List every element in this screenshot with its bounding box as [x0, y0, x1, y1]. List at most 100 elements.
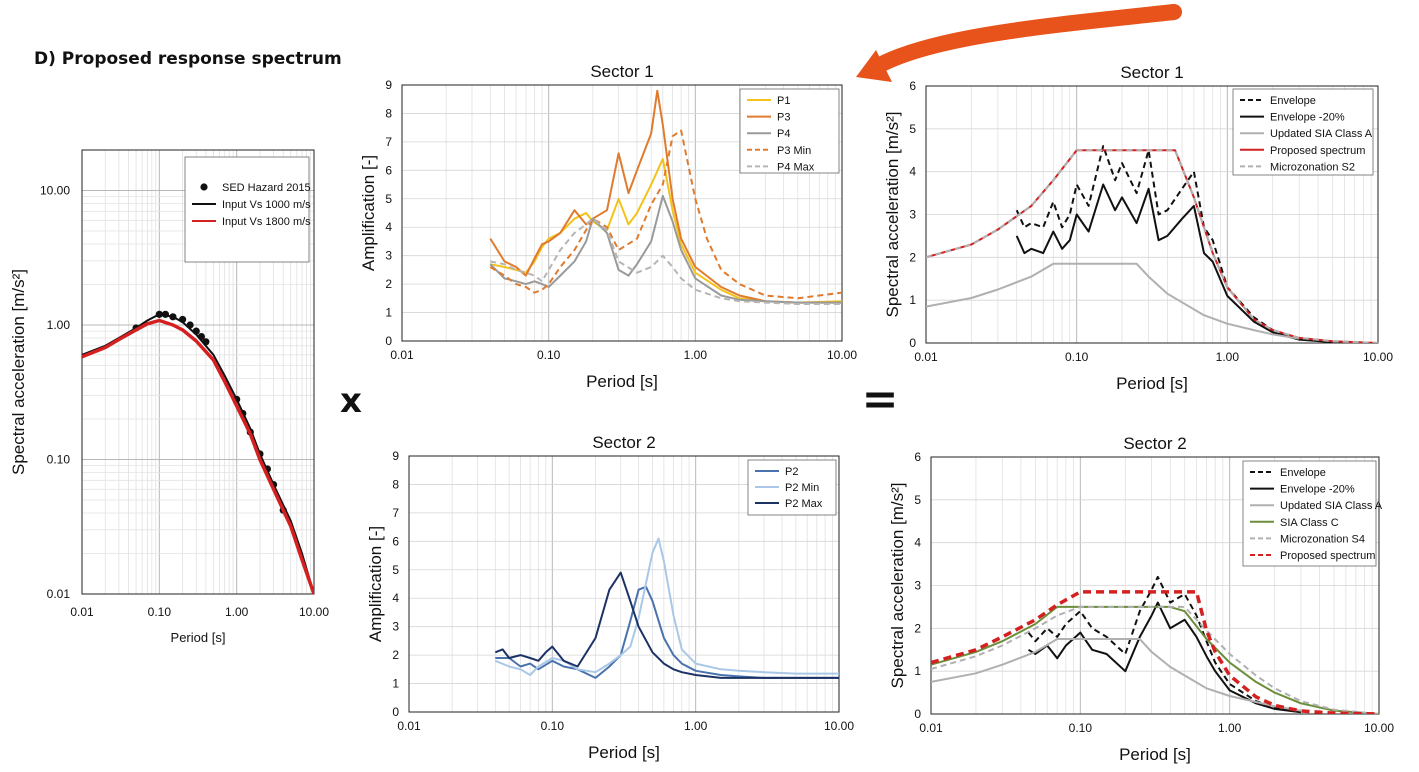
- x-ticks: 0.01 0.10 1.00 10.00: [390, 348, 857, 362]
- y-tick-label: 2: [909, 250, 916, 264]
- y-tick-label: 8: [385, 106, 392, 120]
- legend-label: P2 Min: [785, 482, 819, 494]
- x-tick-label: 10.00: [827, 348, 857, 362]
- x-tick-label: 1.00: [1216, 350, 1240, 364]
- y-tick-label: 4: [914, 536, 921, 550]
- x-tick-label: 1.00: [225, 605, 249, 619]
- y-axis-label: Spectral acceleration [m/s²]: [883, 112, 902, 318]
- y-tick-label: 5: [385, 192, 392, 206]
- legend-label: Updated SIA Class A: [1280, 500, 1383, 512]
- y-tick-label: 0: [914, 707, 921, 721]
- x-tick-label: 10.00: [1363, 350, 1393, 364]
- y-tick-label: 1: [914, 664, 921, 678]
- x-tick-label: 0.10: [541, 719, 565, 733]
- y-tick-label: 2: [914, 621, 921, 635]
- x-axis-label: Period [s]: [588, 743, 660, 762]
- flow-arrow: [856, 4, 1182, 82]
- legend: SED Hazard 2015 Input Vs 1000 m/s Input Vs…: [184, 156, 311, 263]
- y-axis-label: Spectral acceleration [m/s²]: [888, 483, 907, 689]
- x-axis-label: Period [s]: [586, 372, 658, 391]
- series-line: [82, 313, 314, 594]
- y-axis-label: Amplification [-]: [359, 155, 378, 271]
- y-tick-label: 5: [914, 493, 921, 507]
- series-hazard: [82, 310, 314, 594]
- series-line: [490, 158, 842, 304]
- x-ticks: 0.01 0.10 1.00 10.00: [70, 605, 329, 619]
- y-tick-label: 4: [909, 165, 916, 179]
- x-tick-label: 10.00: [299, 605, 329, 619]
- x-tick-label: 0.10: [537, 348, 561, 362]
- legend-label: Proposed spectrum: [1270, 145, 1365, 157]
- y-tick-label: 1: [385, 306, 392, 320]
- grid-hazard: [81, 149, 314, 595]
- charts: 0.01 0.10 1.00 10.00 0.01 0.10 1.00 10.00 Period…: [9, 62, 1394, 764]
- x-tick-label: 1.00: [684, 719, 708, 733]
- y-tick-label: 4: [392, 591, 399, 605]
- y-tick-label: 3: [914, 579, 921, 593]
- y-tick-label: 7: [392, 506, 399, 520]
- chart-amp1: 0.01 0.10 1.00 10.00 0 1 2 3 4 5 6 7 8 9 Sector 1 Perio…: [359, 62, 857, 391]
- x-axis-label: Period [s]: [171, 630, 226, 645]
- legend: P1 P3 P4 P3 Min P4 Max: [739, 88, 840, 174]
- legend-label: Input Vs 1800 m/s: [222, 216, 311, 228]
- y-tick-label: 6: [914, 450, 921, 464]
- legend-label: Microzonation S4: [1280, 533, 1365, 545]
- y-tick-label: 0: [909, 336, 916, 350]
- y-tick-label: 8: [392, 477, 399, 491]
- x-tick-label: 1.00: [1218, 721, 1242, 735]
- chart-title: Sector 1: [1120, 63, 1183, 82]
- series-line: [931, 638, 1302, 712]
- y-ticks: 0.01 0.10 1.00 10.00: [40, 183, 70, 601]
- series-line: [494, 571, 839, 679]
- x-tick-label: 0.01: [919, 721, 943, 735]
- times-symbol: x: [340, 381, 362, 421]
- plot-frame: [925, 85, 1379, 344]
- plot-frame: [401, 84, 843, 342]
- y-tick-label: 2: [385, 277, 392, 291]
- x-tick-label: 0.10: [148, 605, 172, 619]
- chart-title: Sector 2: [592, 433, 655, 452]
- series-spec1: [926, 145, 1378, 343]
- y-tick-label: 9: [392, 449, 399, 463]
- equals-symbol: =: [862, 374, 899, 425]
- series-line: [926, 149, 1378, 343]
- series-line: [494, 537, 839, 676]
- plot-frame: [930, 456, 1380, 715]
- figure-heading: D) Proposed response spectrum: [34, 49, 342, 69]
- x-tick-label: 10.00: [1364, 721, 1394, 735]
- y-tick-label: 2: [392, 648, 399, 662]
- series-spec2: [931, 575, 1379, 714]
- legend-label: Envelope: [1280, 467, 1326, 479]
- legend-label: SIA Class C: [1280, 517, 1339, 529]
- chart-amp2: 0.01 0.10 1.00 10.00 0 1 2 3 4 5 6 7 8 9 Sector 2 Perio…: [366, 433, 854, 762]
- legend-label: Updated SIA Class A: [1270, 128, 1373, 140]
- y-ticks: 0 1 2 3 4 5 6: [909, 79, 916, 350]
- y-tick-label: 1: [909, 293, 916, 307]
- y-tick-label: 5: [392, 563, 399, 577]
- y-tick-label: 3: [385, 249, 392, 263]
- series-line: [489, 194, 842, 304]
- y-ticks: 0 1 2 3 4 5 6 7 8 9: [385, 78, 392, 348]
- x-tick-label: 0.01: [397, 719, 421, 733]
- legend-label: P1: [777, 95, 790, 107]
- flow-arrow-head: [856, 50, 892, 82]
- y-tick-label: 1.00: [47, 318, 71, 332]
- legend-label: P3: [777, 112, 790, 124]
- legend-label: Input Vs 1000 m/s: [222, 199, 311, 211]
- y-ticks: 0 1 2 3 4 5 6: [914, 450, 921, 721]
- flow-arrow-shaft: [870, 4, 1182, 74]
- x-tick-label: 0.01: [390, 348, 414, 362]
- y-tick-label: 0.10: [47, 452, 71, 466]
- series-amp1: [489, 89, 842, 305]
- y-tick-label: 4: [385, 220, 392, 234]
- series-line: [495, 585, 839, 679]
- legend-box: [1232, 88, 1374, 176]
- series-line: [490, 217, 842, 305]
- y-tick-label: 6: [392, 534, 399, 548]
- series-line: [489, 89, 842, 304]
- legend-label: P4: [777, 128, 790, 140]
- y-tick-label: 1: [392, 677, 399, 691]
- x-tick-label: 0.01: [70, 605, 94, 619]
- series-line: [1027, 601, 1302, 714]
